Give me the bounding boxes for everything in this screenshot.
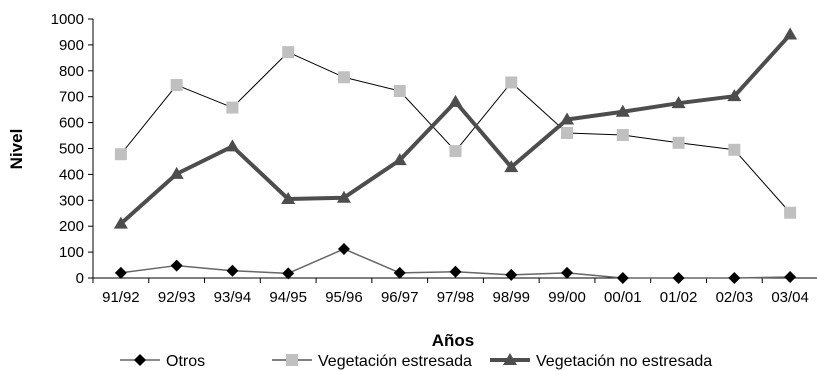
data-point xyxy=(784,270,797,283)
series-layer xyxy=(113,27,798,284)
data-point xyxy=(392,153,407,166)
legend-marker xyxy=(503,353,517,365)
y-tick-label: 0 xyxy=(76,270,84,287)
data-point xyxy=(169,166,184,179)
data-point xyxy=(282,46,295,59)
data-point xyxy=(114,148,127,161)
data-point xyxy=(226,101,239,114)
y-tick-label: 800 xyxy=(59,63,84,80)
data-point xyxy=(393,266,406,279)
x-tick-label: 93/94 xyxy=(214,289,252,306)
x-tick-label: 00/01 xyxy=(604,289,642,306)
data-point xyxy=(671,96,686,109)
x-axis-title: Años xyxy=(432,331,475,350)
y-tick-label: 500 xyxy=(59,141,84,158)
legend-marker xyxy=(286,354,298,366)
data-point xyxy=(337,242,350,255)
data-point xyxy=(783,27,798,40)
data-point xyxy=(728,272,741,284)
x-tick-label: 91/92 xyxy=(102,289,140,306)
legend-marker xyxy=(134,354,146,366)
data-point xyxy=(505,268,518,281)
data-point xyxy=(728,143,741,156)
y-tick-label: 600 xyxy=(59,115,84,132)
data-point xyxy=(672,272,685,284)
x-tick-label: 02/03 xyxy=(716,289,754,306)
x-tick-label: 94/95 xyxy=(269,289,307,306)
data-point xyxy=(561,266,574,279)
x-tick-label: 95/96 xyxy=(325,289,363,306)
data-point xyxy=(505,76,518,89)
legend-item: Vegetación estresada xyxy=(272,353,472,370)
data-point xyxy=(672,136,685,149)
y-tick-label: 100 xyxy=(59,244,84,261)
data-point xyxy=(226,264,239,277)
y-tick-label: 300 xyxy=(59,192,84,209)
data-point xyxy=(336,190,351,203)
data-point xyxy=(561,126,574,139)
data-point xyxy=(225,139,240,152)
x-tick-label: 97/98 xyxy=(437,289,475,306)
x-axis-ticks: 91/92 92/93 93/94 94/95 95/96 96/97 97/98 98/99… xyxy=(92,278,809,306)
x-tick-label: 96/97 xyxy=(381,289,419,306)
data-point xyxy=(615,104,630,117)
legend-label: Otros xyxy=(166,353,205,370)
data-point xyxy=(616,129,629,142)
series-1 xyxy=(114,242,797,284)
x-tick-label: 03/04 xyxy=(771,289,809,306)
data-point xyxy=(449,265,462,278)
y-axis-ticks: 0 100 200 300 400 500 600 700 800 900 1000 xyxy=(51,11,93,287)
y-tick-label: 1000 xyxy=(51,11,84,28)
data-point xyxy=(170,259,183,272)
data-point xyxy=(282,267,295,280)
y-tick-label: 700 xyxy=(59,89,84,106)
y-tick-label: 900 xyxy=(59,37,84,54)
data-point xyxy=(281,192,296,205)
y-tick-label: 200 xyxy=(59,218,84,235)
x-tick-label: 99/00 xyxy=(548,289,586,306)
data-point xyxy=(170,79,183,92)
legend: Otros Vegetación estresada Vegetación no e… xyxy=(120,353,712,370)
series-line xyxy=(120,51,791,214)
y-tick-label: 400 xyxy=(59,166,84,183)
legend-label: Vegetación estresada xyxy=(318,353,472,370)
series-line xyxy=(119,33,792,226)
data-point xyxy=(560,112,575,125)
legend-item: Vegetación no estresada xyxy=(490,353,712,370)
legend-item: Otros xyxy=(120,353,205,370)
x-tick-label: 92/93 xyxy=(158,289,196,306)
data-point xyxy=(393,85,406,98)
legend-label: Vegetación no estresada xyxy=(536,353,712,370)
x-tick-label: 01/02 xyxy=(660,289,698,306)
data-point xyxy=(113,216,128,229)
series-3 xyxy=(113,27,798,229)
y-axis-title: Nivel xyxy=(7,129,26,170)
x-tick-label: 98/99 xyxy=(492,289,530,306)
data-point xyxy=(114,266,127,279)
data-point xyxy=(616,272,629,284)
data-point xyxy=(727,89,742,102)
data-point xyxy=(784,206,797,219)
data-point xyxy=(449,145,462,158)
data-point xyxy=(504,160,519,173)
data-point xyxy=(337,71,350,84)
series-2 xyxy=(114,46,797,219)
data-point xyxy=(448,94,463,107)
